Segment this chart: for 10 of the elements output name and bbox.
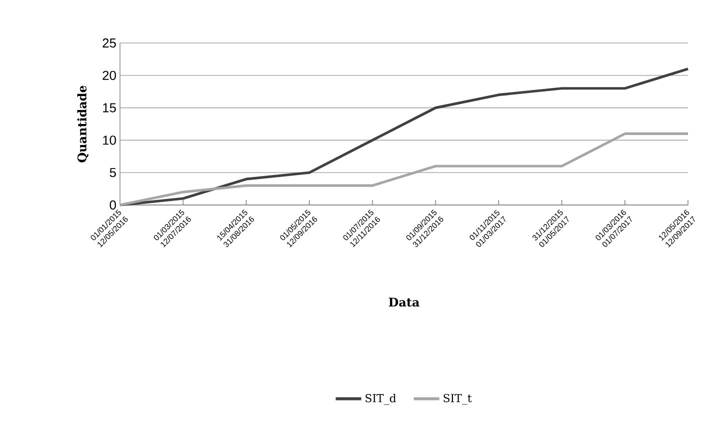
- y-tick-label: 20: [102, 70, 116, 80]
- y-tick-label: 10: [103, 136, 116, 145]
- legend-label: SIT_t: [444, 394, 472, 405]
- x-axis-title: Data: [388, 298, 420, 307]
- y-tick-label: 0: [110, 200, 116, 210]
- y-tick-label: 15: [103, 103, 116, 112]
- y-axis-title: Quantidade: [77, 86, 88, 162]
- y-tick-label: 25: [102, 38, 116, 48]
- y-tick-label: 5: [110, 168, 116, 178]
- legend-label: SIT_d: [366, 394, 396, 405]
